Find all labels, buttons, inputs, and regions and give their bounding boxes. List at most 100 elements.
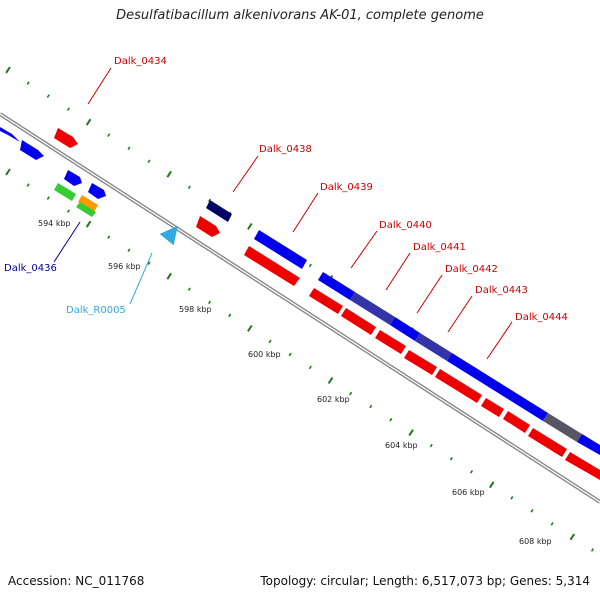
gene-block	[206, 200, 232, 222]
reverse-strand-genes	[309, 288, 600, 480]
gene-block	[447, 353, 548, 421]
genome-backbone	[0, 112, 600, 504]
gene-block	[196, 216, 220, 237]
scale-tick	[569, 533, 576, 541]
gene-block	[528, 428, 567, 457]
scale-tick	[408, 429, 414, 437]
scale-tick	[66, 209, 70, 213]
gene-label: Dalk_0438	[259, 144, 312, 155]
scale-tick	[208, 300, 212, 305]
scale-label: 600 kbp	[248, 350, 281, 359]
scale-tick	[590, 548, 594, 552]
gene-block	[350, 292, 395, 325]
scale-tick	[26, 81, 30, 85]
scale-tick	[268, 339, 272, 344]
scale-tick	[85, 220, 92, 228]
scale-tick	[46, 196, 50, 200]
gene-block	[54, 128, 78, 148]
gene-label: Dalk_0436	[4, 263, 57, 274]
scale-tick	[85, 118, 92, 126]
scale-tick	[107, 133, 111, 137]
scale-tick	[228, 313, 232, 318]
gene-block	[244, 246, 300, 286]
gene-block	[577, 434, 600, 455]
scale-tick	[187, 287, 191, 292]
gene-block	[375, 330, 406, 354]
gene-block	[54, 183, 76, 201]
scale-tick	[147, 159, 151, 164]
rrna-arrow	[159, 225, 178, 246]
scale-tick	[429, 443, 433, 448]
forward-strand-genes	[0, 127, 600, 455]
map-title: Desulfatibacillum alkenivorans AK-01, co…	[116, 8, 484, 23]
gene-block	[0, 127, 20, 142]
gene-block	[318, 272, 355, 300]
scale-label: 594 kbp	[38, 219, 71, 228]
gene-labels: Dalk_0434 Dalk_0436 Dalk_R0005 Dalk_0438…	[4, 56, 568, 323]
scale-tick	[127, 146, 131, 150]
scale-tick	[308, 263, 312, 268]
small-genes	[54, 170, 106, 217]
scale-tick	[369, 404, 373, 409]
gene-block	[78, 195, 98, 212]
scale-tick	[127, 248, 131, 252]
scale-label: 604 kbp	[385, 441, 418, 450]
scale-tick	[107, 235, 111, 239]
gene-label: Dalk_0439	[320, 182, 373, 193]
gene-label: Dalk_0444	[515, 312, 568, 323]
scale-tick	[147, 261, 151, 266]
scale-labels: 594 kbp 596 kbp 598 kbp 600 kbp 602 kbp …	[38, 219, 552, 546]
scale-tick	[530, 509, 534, 513]
scale-tick	[26, 183, 30, 187]
gene-block	[20, 140, 44, 160]
scale-tick	[470, 469, 474, 474]
scale-label: 598 kbp	[179, 305, 212, 314]
scale-tick	[488, 481, 495, 489]
gene-block	[503, 411, 530, 433]
scale-tick	[247, 324, 253, 332]
scale-tick	[166, 170, 172, 178]
scale-tick	[247, 222, 253, 230]
gene-label: Dalk_0441	[413, 242, 466, 253]
gene-block	[390, 317, 420, 341]
gene-label: Dalk_0443	[475, 285, 528, 296]
scale-tick	[5, 66, 11, 74]
scale-tick	[66, 107, 70, 111]
gene-label: Dalk_0442	[445, 264, 498, 275]
gene-label: Dalk_R0005	[66, 305, 126, 316]
scale-tick	[510, 496, 514, 500]
gene-block	[64, 170, 82, 186]
scale-tick	[550, 522, 554, 526]
accession-text: Accession: NC_011768	[8, 574, 145, 588]
scale-tick	[187, 185, 191, 190]
scale-label: 596 kbp	[108, 262, 141, 271]
scale-tick	[166, 272, 172, 280]
gene-label: Dalk_0440	[379, 220, 432, 231]
gene-block	[254, 230, 307, 269]
gene-block	[404, 350, 437, 375]
scale-tick	[288, 352, 292, 357]
scale-label: 608 kbp	[519, 537, 552, 546]
gene-block	[481, 398, 504, 417]
scale-tick	[389, 417, 393, 422]
gene-block	[435, 369, 482, 403]
scale-tick	[208, 198, 212, 203]
scale-tick	[46, 94, 50, 98]
gene-block	[341, 308, 376, 335]
gene-block	[76, 202, 96, 217]
gene-block	[415, 333, 452, 361]
gene-block	[565, 452, 600, 480]
gene-block	[309, 288, 343, 314]
scale-tick	[449, 456, 453, 461]
scale-label: 606 kbp	[452, 488, 485, 497]
summary-text: Topology: circular; Length: 6,517,073 bp…	[260, 574, 590, 588]
scale-label: 602 kbp	[317, 395, 350, 404]
gene-label: Dalk_0434	[114, 56, 167, 67]
gene-block	[543, 413, 582, 442]
scale-tick	[308, 365, 312, 370]
scale-tick	[349, 391, 353, 396]
gene-block	[88, 183, 106, 199]
scale-tick	[5, 168, 11, 176]
scale-tick	[327, 377, 334, 385]
